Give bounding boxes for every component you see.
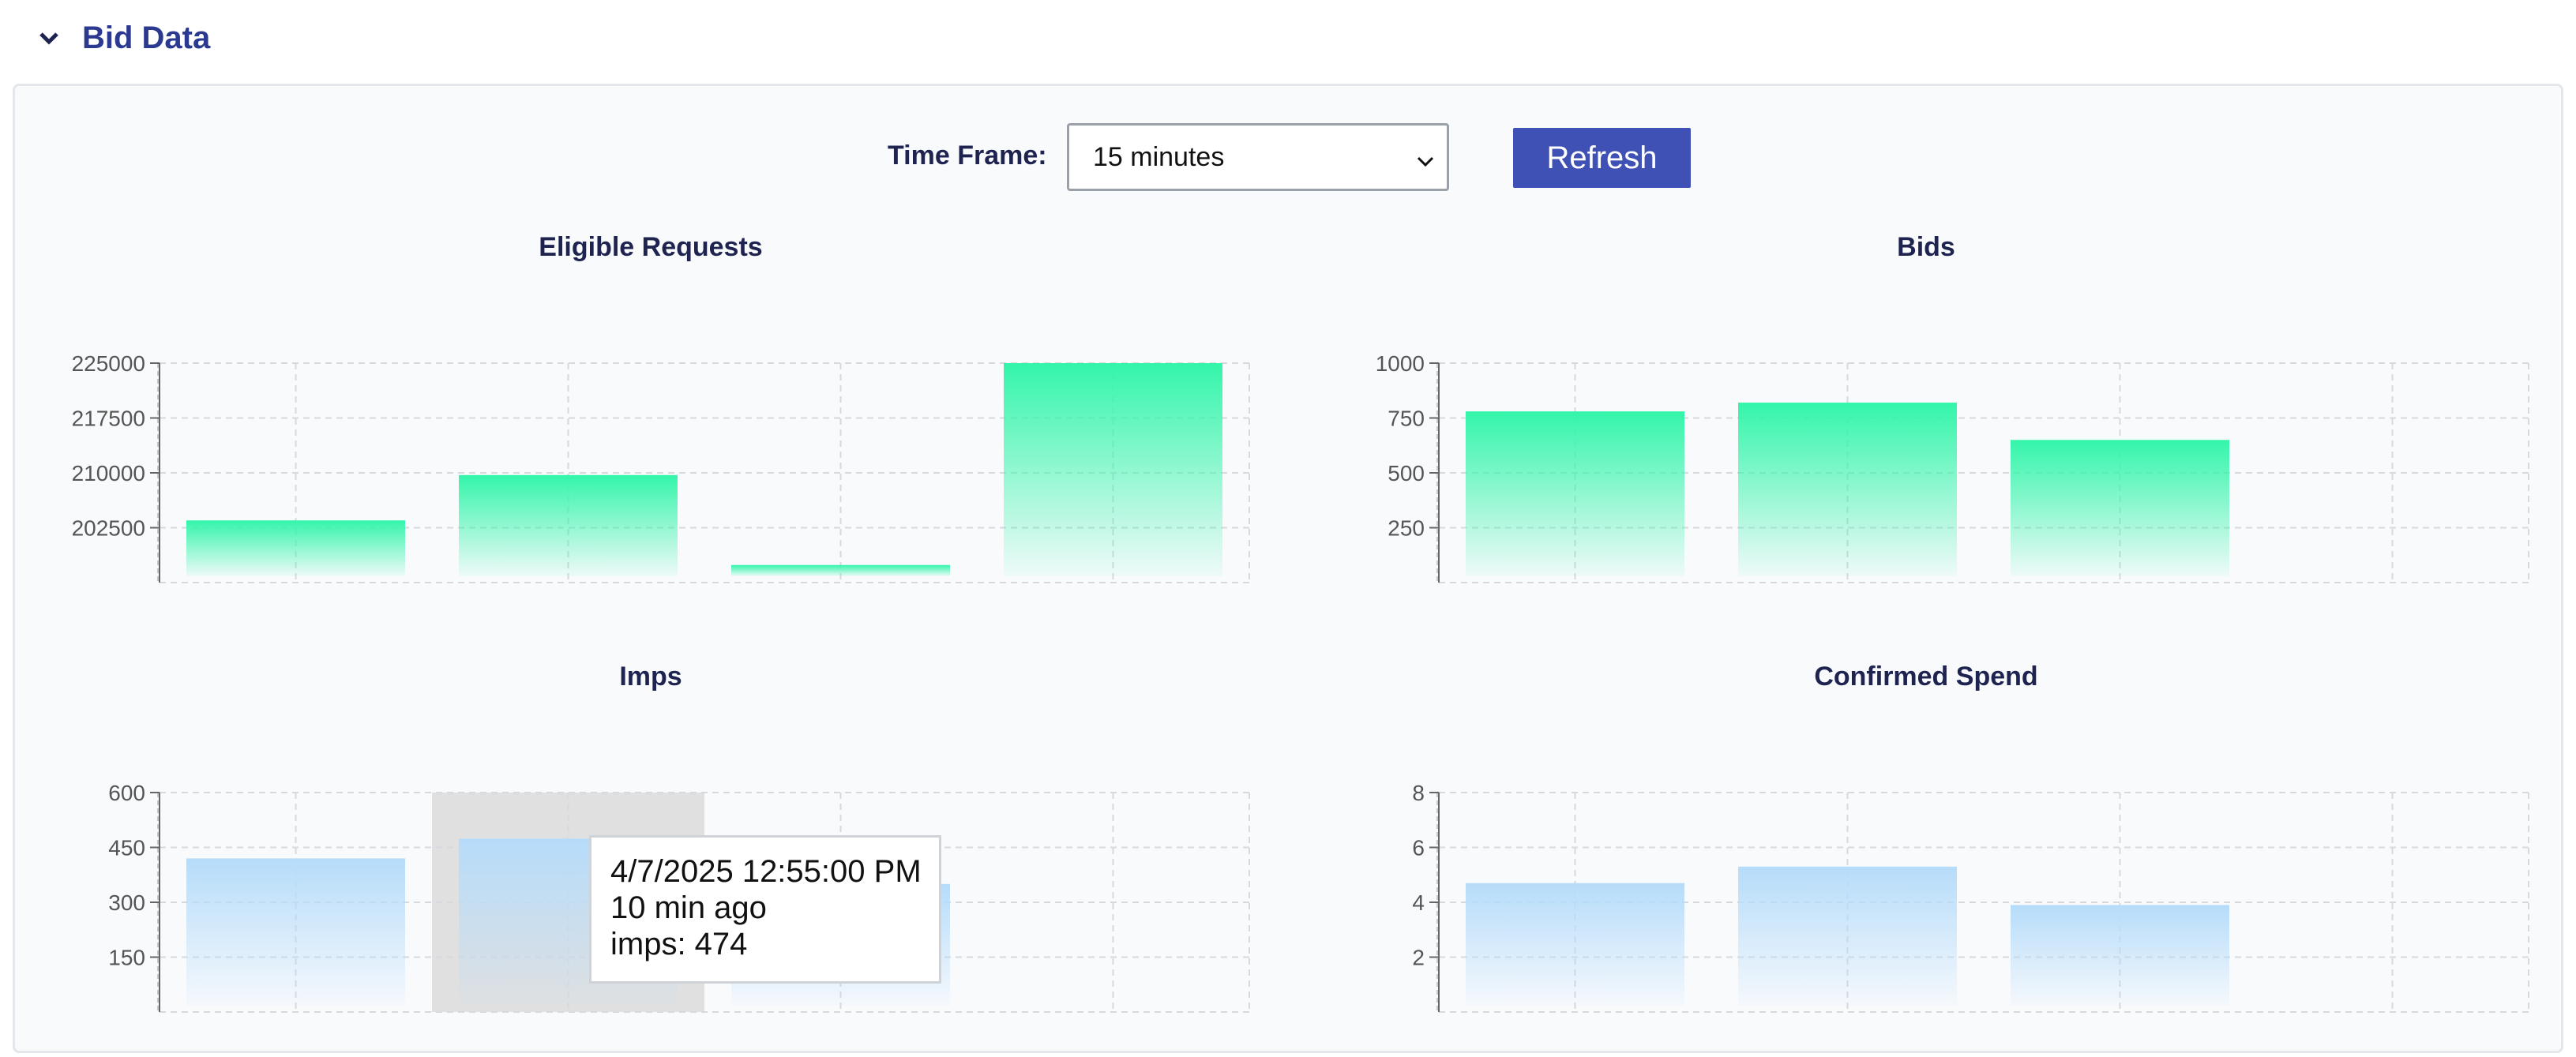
time-frame-label: Time Frame: <box>888 141 1047 171</box>
section-toggle[interactable]: Bid Data <box>35 14 210 62</box>
y-tick-label: 8 <box>1412 781 1425 805</box>
time-frame-value: 15 minutes <box>1093 141 1225 172</box>
chart-plot: 250 500 750 1000 <box>1376 351 2529 583</box>
tooltip-ago: 10 min ago <box>610 890 767 925</box>
chart-title: Confirmed Spend <box>1814 662 2038 692</box>
y-tick-label: 225000 <box>72 351 145 376</box>
chart-confirmed-spend: Confirmed Spend 2 4 6 8 <box>1311 658 2543 1021</box>
bar[interactable] <box>1738 403 1957 576</box>
y-tick-label: 210000 <box>72 461 145 485</box>
y-tick-label: 1000 <box>1376 351 1425 376</box>
refresh-button[interactable]: Refresh <box>1513 128 1691 188</box>
bar[interactable] <box>1004 363 1222 576</box>
y-tick-label: 217500 <box>72 407 145 431</box>
bar[interactable] <box>186 520 405 576</box>
chart-title: Eligible Requests <box>539 232 763 262</box>
chart-title: Bids <box>1897 232 1955 262</box>
y-tick-label: 250 <box>1388 516 1425 541</box>
bar[interactable] <box>1466 883 1684 1006</box>
bar[interactable] <box>186 858 405 1006</box>
bar[interactable] <box>2011 905 2229 1006</box>
y-tick-label: 600 <box>108 781 145 805</box>
y-tick-label: 150 <box>108 946 145 970</box>
chart-plot: 2 4 6 8 <box>1412 781 2529 1013</box>
y-tick-label: 4 <box>1412 890 1425 915</box>
section-title: Bid Data <box>82 20 211 55</box>
chart-eligible-requests: Eligible Requests 202500 210000 217500 2250… <box>32 229 1264 592</box>
tooltip-date: 4/7/2025 12:55:00 PM <box>610 854 922 889</box>
time-frame-select[interactable]: 15 minutes <box>1067 123 1449 191</box>
y-tick-label: 6 <box>1412 836 1425 860</box>
chevron-down-icon <box>35 24 63 52</box>
y-tick-label: 202500 <box>72 516 145 541</box>
y-tick-label: 450 <box>108 836 145 860</box>
bar[interactable] <box>459 474 678 576</box>
chart-plot: 202500 210000 217500 225000 <box>72 351 1250 583</box>
chart-bids: Bids 250 500 750 1000 <box>1311 229 2543 592</box>
y-tick-label: 500 <box>1388 461 1425 485</box>
controls-bar: Time Frame: 15 minutes Refresh <box>0 123 2576 191</box>
y-tick-label: 300 <box>108 890 145 915</box>
chart-title: Imps <box>619 662 682 692</box>
bar[interactable] <box>1466 411 1684 576</box>
y-tick-label: 750 <box>1388 407 1425 431</box>
chart-tooltip: 4/7/2025 12:55:00 PM 10 min ago imps: 47… <box>589 835 941 984</box>
tooltip-value: imps: 474 <box>610 927 748 961</box>
bar[interactable] <box>1738 866 1957 1006</box>
chevron-down-icon <box>1415 148 1436 168</box>
bar[interactable] <box>2011 440 2229 576</box>
y-tick-label: 2 <box>1412 946 1425 970</box>
bar[interactable] <box>731 564 950 576</box>
